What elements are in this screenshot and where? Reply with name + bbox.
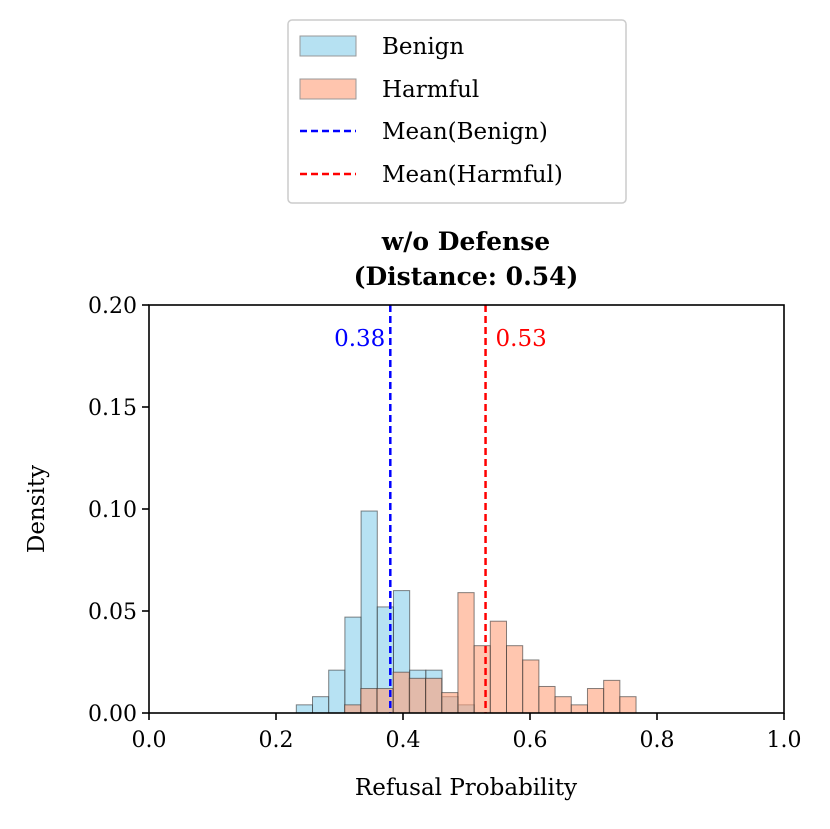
harmful-bar [457,592,475,714]
y-tick-label: 0.05 [88,600,137,625]
x-tick-label: 0.4 [386,728,421,753]
harmful-bar [522,659,540,714]
x-tick-label: 0.2 [259,728,294,753]
harmful-bar [506,645,524,714]
x-tick-label: 0.0 [132,728,167,753]
legend-benign-swatch [299,35,357,57]
harmful-bar [586,688,605,714]
legend-harmful-label: Harmful [382,77,479,103]
harmful-bar [392,671,410,714]
benign-bar [295,704,314,714]
y-axis-label: Density [24,465,50,553]
x-tick-label: 1.0 [767,728,802,753]
legend-benign-label: Benign [382,34,464,60]
harmful-bars [344,592,637,714]
legend-mean-harmful-label: Mean(Harmful) [382,162,563,188]
y-axis-ticks: 0.00 0.05 0.10 0.15 0.20 [88,294,149,727]
harmful-bar [538,685,556,714]
legend: Benign Harmful Mean(Benign) Mean(Harmful… [287,19,627,204]
legend-frame [287,19,627,204]
y-tick-label: 0.10 [88,498,137,523]
x-tick-label: 0.6 [513,728,548,753]
x-axis-ticks: 0.0 0.2 0.4 0.6 0.8 1.0 [132,713,802,753]
harmful-bar [489,620,508,714]
harmful-bar [554,696,572,714]
harmful-bar [570,704,588,714]
legend-mean-benign-label: Mean(Benign) [382,119,548,145]
harmful-bar [603,679,621,714]
benign-bar [312,696,330,714]
mean-benign-value-label: 0.38 [334,326,385,352]
harmful-bar [360,688,378,714]
mean-harmful-value-label: 0.53 [496,326,547,352]
harmful-bar [408,677,427,714]
x-tick-label: 0.8 [640,728,675,753]
chart-title-line1: w/o Defense [381,227,550,256]
harmful-bar [425,677,443,714]
benign-bars [295,510,475,714]
benign-bar [360,510,378,714]
y-tick-label: 0.15 [88,396,137,421]
harmful-bar [473,645,491,714]
legend-harmful-swatch [299,78,357,100]
mean-lines: 0.38 0.53 [334,305,547,713]
y-tick-label: 0.00 [88,702,137,727]
harmful-bar [619,696,637,714]
benign-bar [328,669,346,714]
x-axis-label: Refusal Probability [355,775,577,801]
benign-bar [344,616,362,714]
harmful-bar [441,692,459,714]
chart-title-line2: (Distance: 0.54) [354,262,579,291]
harmful-bar [344,704,362,714]
y-tick-label: 0.20 [88,294,137,319]
